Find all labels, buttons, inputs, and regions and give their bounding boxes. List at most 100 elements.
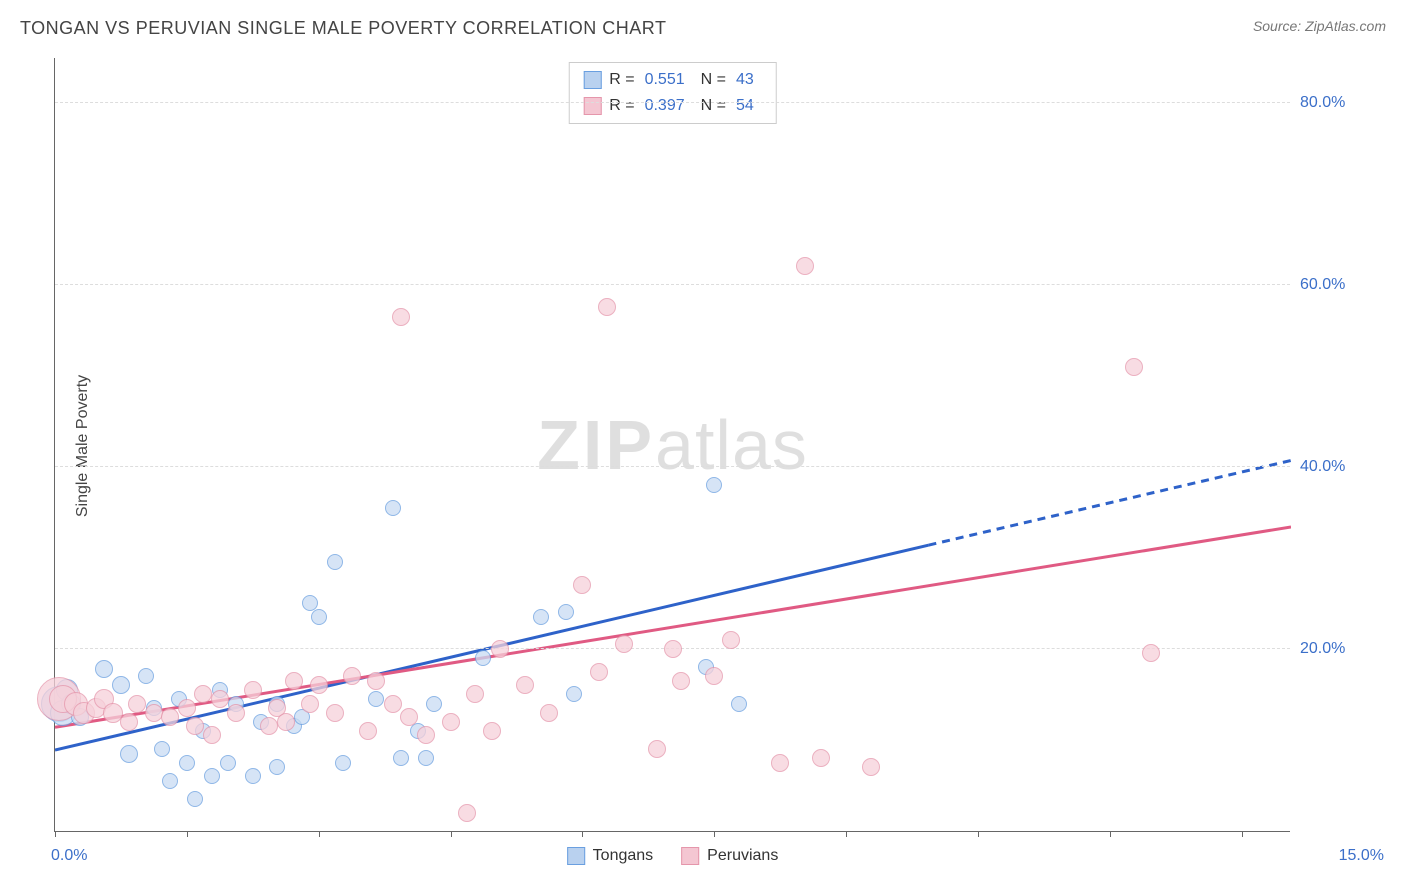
x-tick: [1242, 831, 1243, 837]
data-point: [179, 755, 195, 771]
data-point: [1142, 644, 1160, 662]
data-point: [516, 676, 534, 694]
data-point: [491, 640, 509, 658]
data-point: [458, 804, 476, 822]
data-point: [310, 676, 328, 694]
gridline: [55, 466, 1290, 467]
data-point: [540, 704, 558, 722]
data-point: [384, 695, 402, 713]
data-point: [796, 257, 814, 275]
data-point: [385, 500, 401, 516]
series-legend: Tongans Peruvians: [567, 847, 779, 865]
data-point: [417, 726, 435, 744]
data-point: [128, 695, 146, 713]
data-point: [301, 695, 319, 713]
y-tick-label: 80.0%: [1300, 94, 1384, 112]
data-point: [771, 754, 789, 772]
gridline: [55, 102, 1290, 103]
data-point: [311, 609, 327, 625]
data-point: [393, 750, 409, 766]
x-tick: [451, 831, 452, 837]
data-point: [418, 750, 434, 766]
watermark: ZIPatlas: [537, 405, 808, 485]
data-point: [120, 745, 138, 763]
data-point: [466, 685, 484, 703]
data-point: [731, 696, 747, 712]
data-point: [426, 696, 442, 712]
data-point: [285, 672, 303, 690]
data-point: [227, 704, 245, 722]
data-point: [186, 717, 204, 735]
tongans-swatch-icon: [567, 847, 585, 865]
gridline: [55, 284, 1290, 285]
data-point: [335, 755, 351, 771]
data-point: [161, 708, 179, 726]
data-point: [722, 631, 740, 649]
data-point: [672, 672, 690, 690]
y-tick-label: 60.0%: [1300, 276, 1384, 294]
data-point: [590, 663, 608, 681]
data-point: [211, 690, 229, 708]
x-tick: [319, 831, 320, 837]
data-point: [400, 708, 418, 726]
data-point: [615, 635, 633, 653]
data-point: [343, 667, 361, 685]
data-point: [566, 686, 582, 702]
data-point: [194, 685, 212, 703]
data-point: [367, 672, 385, 690]
data-point: [260, 717, 278, 735]
data-point: [120, 713, 138, 731]
data-point: [112, 676, 130, 694]
chart-title: TONGAN VS PERUVIAN SINGLE MALE POVERTY C…: [20, 18, 666, 39]
data-point: [812, 749, 830, 767]
data-point: [664, 640, 682, 658]
data-point: [269, 759, 285, 775]
data-point: [220, 755, 236, 771]
legend-item-tongans: Tongans: [567, 847, 654, 865]
data-point: [359, 722, 377, 740]
y-tick-label: 20.0%: [1300, 640, 1384, 658]
data-point: [245, 768, 261, 784]
data-point: [187, 791, 203, 807]
data-point: [95, 660, 113, 678]
data-point: [244, 681, 262, 699]
data-point: [706, 477, 722, 493]
data-point: [705, 667, 723, 685]
tongans-swatch-icon: [583, 71, 601, 89]
data-point: [598, 298, 616, 316]
x-axis-max-label: 15.0%: [1339, 847, 1384, 865]
data-point: [277, 713, 295, 731]
source-label: Source: ZipAtlas.com: [1253, 18, 1386, 34]
peruvians-swatch-icon: [583, 97, 601, 115]
x-tick: [1110, 831, 1111, 837]
legend-row-tongans: R =0.551 N =43: [583, 67, 762, 93]
data-point: [327, 554, 343, 570]
data-point: [483, 722, 501, 740]
data-point: [203, 726, 221, 744]
scatter-plot: ZIPatlas R =0.551 N =43 R =0.397 N =54 0…: [54, 58, 1290, 832]
data-point: [162, 773, 178, 789]
data-point: [138, 668, 154, 684]
data-point: [475, 650, 491, 666]
data-point: [648, 740, 666, 758]
y-tick-label: 40.0%: [1300, 458, 1384, 476]
data-point: [442, 713, 460, 731]
data-point: [204, 768, 220, 784]
data-point: [154, 741, 170, 757]
x-tick: [714, 831, 715, 837]
x-tick: [582, 831, 583, 837]
data-point: [1125, 358, 1143, 376]
x-axis-min-label: 0.0%: [51, 847, 87, 865]
data-point: [178, 699, 196, 717]
peruvians-swatch-icon: [681, 847, 699, 865]
data-point: [573, 576, 591, 594]
x-tick: [55, 831, 56, 837]
data-point: [392, 308, 410, 326]
data-point: [533, 609, 549, 625]
x-tick: [846, 831, 847, 837]
x-tick: [978, 831, 979, 837]
data-point: [368, 691, 384, 707]
x-tick: [187, 831, 188, 837]
data-point: [862, 758, 880, 776]
correlation-legend: R =0.551 N =43 R =0.397 N =54: [568, 62, 777, 124]
